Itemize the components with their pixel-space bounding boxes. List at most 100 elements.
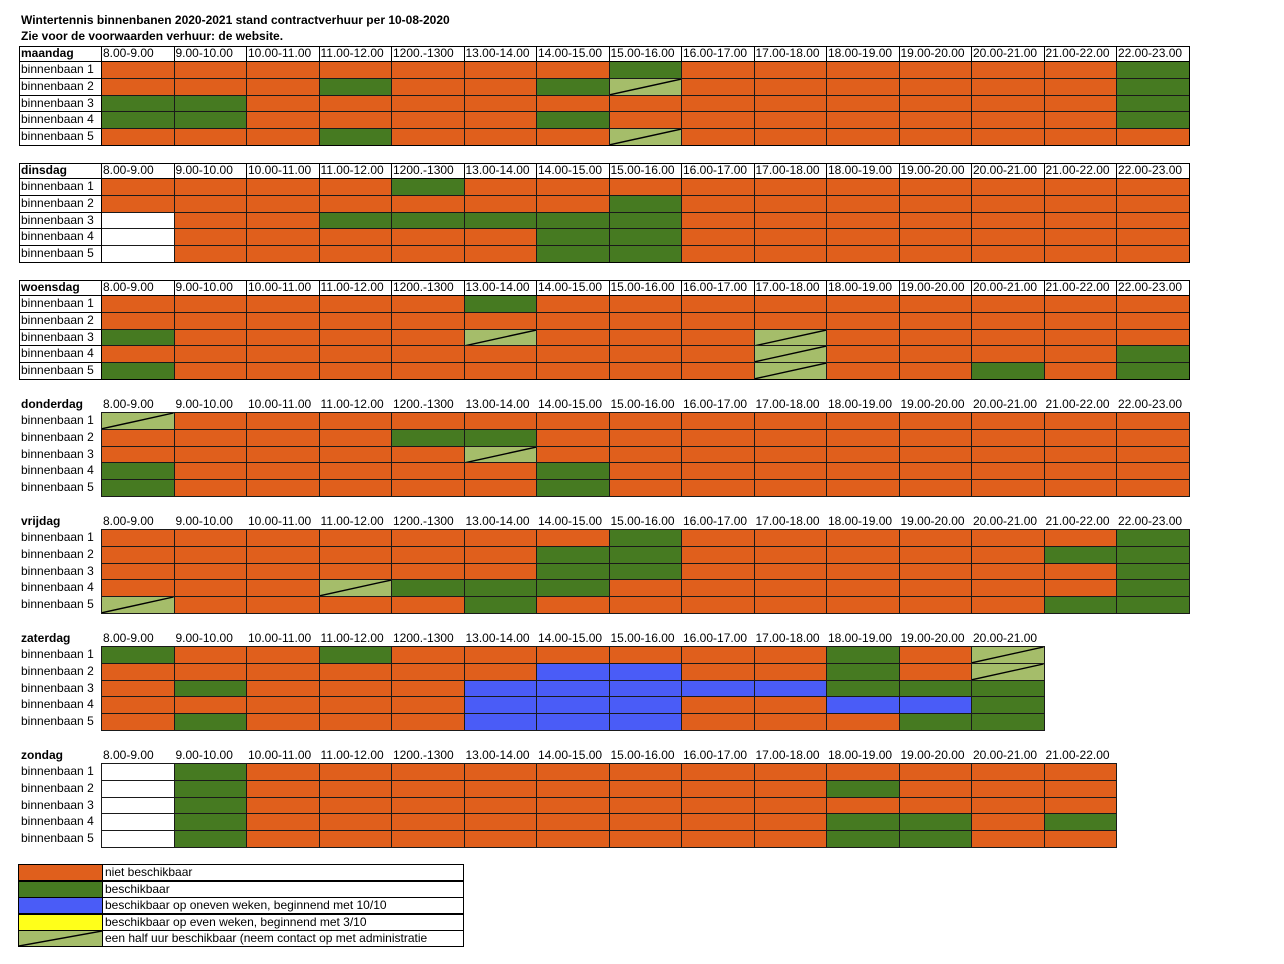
- slot-cell: [681, 128, 755, 146]
- slot-cell: [608, 713, 682, 731]
- slot-cell: [391, 428, 465, 447]
- slot-cell: [753, 311, 827, 330]
- legend-item: beschikbaar op even weken, beginnend met…: [18, 913, 464, 931]
- slot-cell: [753, 462, 827, 480]
- court-label: binnenbaan 5: [21, 129, 94, 143]
- slot-cell: [826, 311, 900, 330]
- slot-cell: [101, 295, 175, 313]
- slot-cell: [1043, 228, 1117, 246]
- slot-cell: [971, 94, 1045, 113]
- time-slot-header: 15.00-16.00: [610, 280, 675, 294]
- slot-cell: [173, 579, 247, 597]
- time-slot-header: 20.00-21.00: [973, 748, 1038, 762]
- slot-cell: [826, 61, 900, 79]
- slot-cell: [681, 345, 755, 363]
- slot-cell: [246, 345, 320, 363]
- slot-cell: [753, 779, 827, 798]
- slot-cell: [246, 245, 320, 263]
- slot-cell: [536, 662, 610, 681]
- time-slot-header: 20.00-21.00: [973, 280, 1038, 294]
- court-label: binnenbaan 3: [21, 446, 94, 461]
- slot-cell: [1043, 94, 1117, 113]
- slot-cell: [391, 328, 465, 347]
- time-slot-header: 8.00-9.00: [103, 514, 154, 528]
- time-slot-header: 17.00-18.00: [755, 163, 820, 177]
- slot-cell: [318, 111, 392, 129]
- slot-cell: [1116, 428, 1190, 447]
- legend-item: niet beschikbaar: [18, 864, 464, 881]
- court-label: binnenbaan 2: [21, 429, 94, 444]
- slot-cell: [101, 596, 175, 614]
- legend-swatch: [19, 898, 103, 913]
- slot-cell: [681, 713, 755, 731]
- slot-cell: [898, 713, 972, 731]
- court-label: binnenbaan 2: [21, 312, 94, 327]
- slot-cell: [608, 61, 682, 79]
- slot-cell: [898, 228, 972, 246]
- court-label: binnenbaan 4: [21, 814, 94, 829]
- slot-cell: [826, 462, 900, 480]
- time-slot-header: 8.00-9.00: [103, 163, 154, 177]
- time-slot-header: 21.00-22.00: [1045, 748, 1110, 762]
- slot-cell: [246, 646, 320, 664]
- slot-cell: [681, 462, 755, 480]
- slot-cell: [318, 596, 392, 614]
- time-slot-header: 18.00-19.00: [828, 514, 893, 528]
- slot-cell: [608, 178, 682, 196]
- slot-cell: [173, 462, 247, 480]
- slot-cell: [608, 412, 682, 430]
- court-label: binnenbaan 2: [21, 195, 94, 210]
- slot-cell: [463, 562, 537, 581]
- slot-cell: [101, 713, 175, 731]
- slot-cell: [173, 830, 247, 848]
- slot-cell: [608, 462, 682, 480]
- time-slot-header: 10.00-11.00: [248, 514, 312, 528]
- slot-cell: [608, 77, 682, 96]
- slot-cell: [826, 596, 900, 614]
- slot-cell: [898, 462, 972, 480]
- slot-cell: [608, 328, 682, 347]
- slot-cell: [826, 295, 900, 313]
- slot-cell: [898, 94, 972, 113]
- slot-cell: [173, 479, 247, 497]
- slot-cell: [898, 311, 972, 330]
- slot-cell: [173, 228, 247, 246]
- slot-cell: [1116, 562, 1190, 581]
- slot-cell: [971, 662, 1045, 681]
- slot-cell: [173, 128, 247, 146]
- slot-cell: [391, 462, 465, 480]
- slot-cell: [681, 228, 755, 246]
- slot-cell: [463, 412, 537, 430]
- time-slot-header: 20.00-21.00: [973, 631, 1038, 645]
- time-slot-header: 9.00-10.00: [175, 163, 233, 177]
- slot-cell: [971, 328, 1045, 347]
- slot-cell: [101, 579, 175, 597]
- slot-cell: [536, 362, 610, 380]
- slot-cell: [898, 813, 972, 831]
- slot-cell: [971, 428, 1045, 447]
- slot-cell: [753, 77, 827, 96]
- slot-cell: [681, 328, 755, 347]
- slot-cell: [898, 830, 972, 848]
- slot-cell: [826, 245, 900, 263]
- slot-cell: [681, 111, 755, 129]
- slot-cell: [246, 94, 320, 113]
- slot-cell: [463, 763, 537, 781]
- slot-cell: [681, 412, 755, 430]
- slot-cell: [608, 596, 682, 614]
- time-slot-header: 8.00-9.00: [103, 397, 154, 411]
- slot-cell: [608, 445, 682, 464]
- slot-cell: [173, 763, 247, 781]
- slot-cell: [463, 77, 537, 96]
- slot-cell: [971, 813, 1045, 831]
- day-name: zaterdag: [21, 631, 71, 645]
- slot-cell: [318, 128, 392, 146]
- slot-cell: [246, 763, 320, 781]
- slot-cell: [971, 830, 1045, 848]
- slot-cell: [826, 579, 900, 597]
- slot-cell: [753, 646, 827, 664]
- time-slot-header: 13.00-14.00: [465, 280, 530, 294]
- slot-cell: [536, 529, 610, 547]
- slot-cell: [898, 562, 972, 581]
- slot-cell: [173, 61, 247, 79]
